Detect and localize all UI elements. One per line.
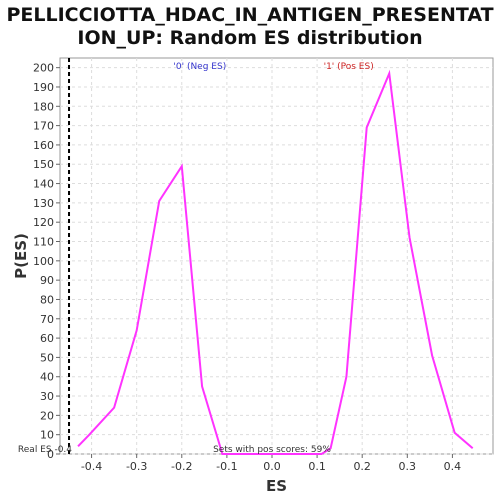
grid-lines [60, 58, 493, 455]
y-tick-label: 160 [33, 139, 54, 152]
y-tick-label: 130 [33, 197, 54, 210]
chart-title-line1: PELLICCIOTTA_HDAC_IN_ANTIGEN_PRESENTAT [6, 4, 494, 26]
y-tick-label: 100 [33, 255, 54, 268]
es-distribution-line [77, 69, 474, 455]
y-tick-label: 40 [40, 371, 54, 384]
y-tick-label: 20 [40, 409, 54, 422]
y-tick-label: 0 [47, 448, 54, 461]
y-tick-label: 10 [40, 429, 54, 442]
y-tick-label: 60 [40, 332, 54, 345]
y-axis-ticks: 0 10 20 30 40 50 60 70 80 90 100 110 120 130 140 150 160… [33, 62, 60, 461]
y-tick-label: 190 [33, 81, 54, 94]
x-axis-label: ES [266, 477, 287, 495]
y-axis-label: P(ES) [12, 233, 30, 279]
x-axis-ticks: -0.4 -0.3 -0.2 -0.1 0.0 0.1 0.2 0.3 0.4 [81, 454, 461, 473]
y-tick-label: 110 [33, 236, 54, 249]
y-tick-label: 140 [33, 178, 54, 191]
x-tick-label: -0.4 [81, 460, 102, 473]
x-tick-label: 0.0 [263, 460, 281, 473]
y-tick-label: 50 [40, 351, 54, 364]
x-tick-label: 0.4 [444, 460, 462, 473]
x-tick-label: 0.2 [353, 460, 371, 473]
neg-es-label: '0' (Neg ES) [173, 62, 226, 72]
y-tick-label: 80 [40, 293, 54, 306]
x-tick-label: -0.2 [171, 460, 192, 473]
y-tick-label: 30 [40, 390, 54, 403]
y-tick-label: 170 [33, 120, 54, 133]
pos-es-label: '1' (Pos ES) [324, 62, 374, 72]
plot-area [59, 57, 494, 455]
pos-scores-label: Sets with pos scores: 59% [213, 445, 331, 455]
x-tick-label: -0.3 [126, 460, 147, 473]
y-tick-label: 70 [40, 313, 54, 326]
y-tick-label: 150 [33, 158, 54, 171]
x-tick-label: -0.1 [216, 460, 237, 473]
y-tick-label: 180 [33, 100, 54, 113]
x-tick-label: 0.3 [399, 460, 417, 473]
x-tick-label: 0.1 [308, 460, 326, 473]
chart-title-line2: ION_UP: Random ES distribution [77, 27, 423, 49]
y-tick-label: 90 [40, 274, 54, 287]
real-es-label: Real ES -0.4 [18, 445, 72, 455]
y-tick-label: 200 [33, 62, 54, 75]
y-tick-label: 120 [33, 216, 54, 229]
